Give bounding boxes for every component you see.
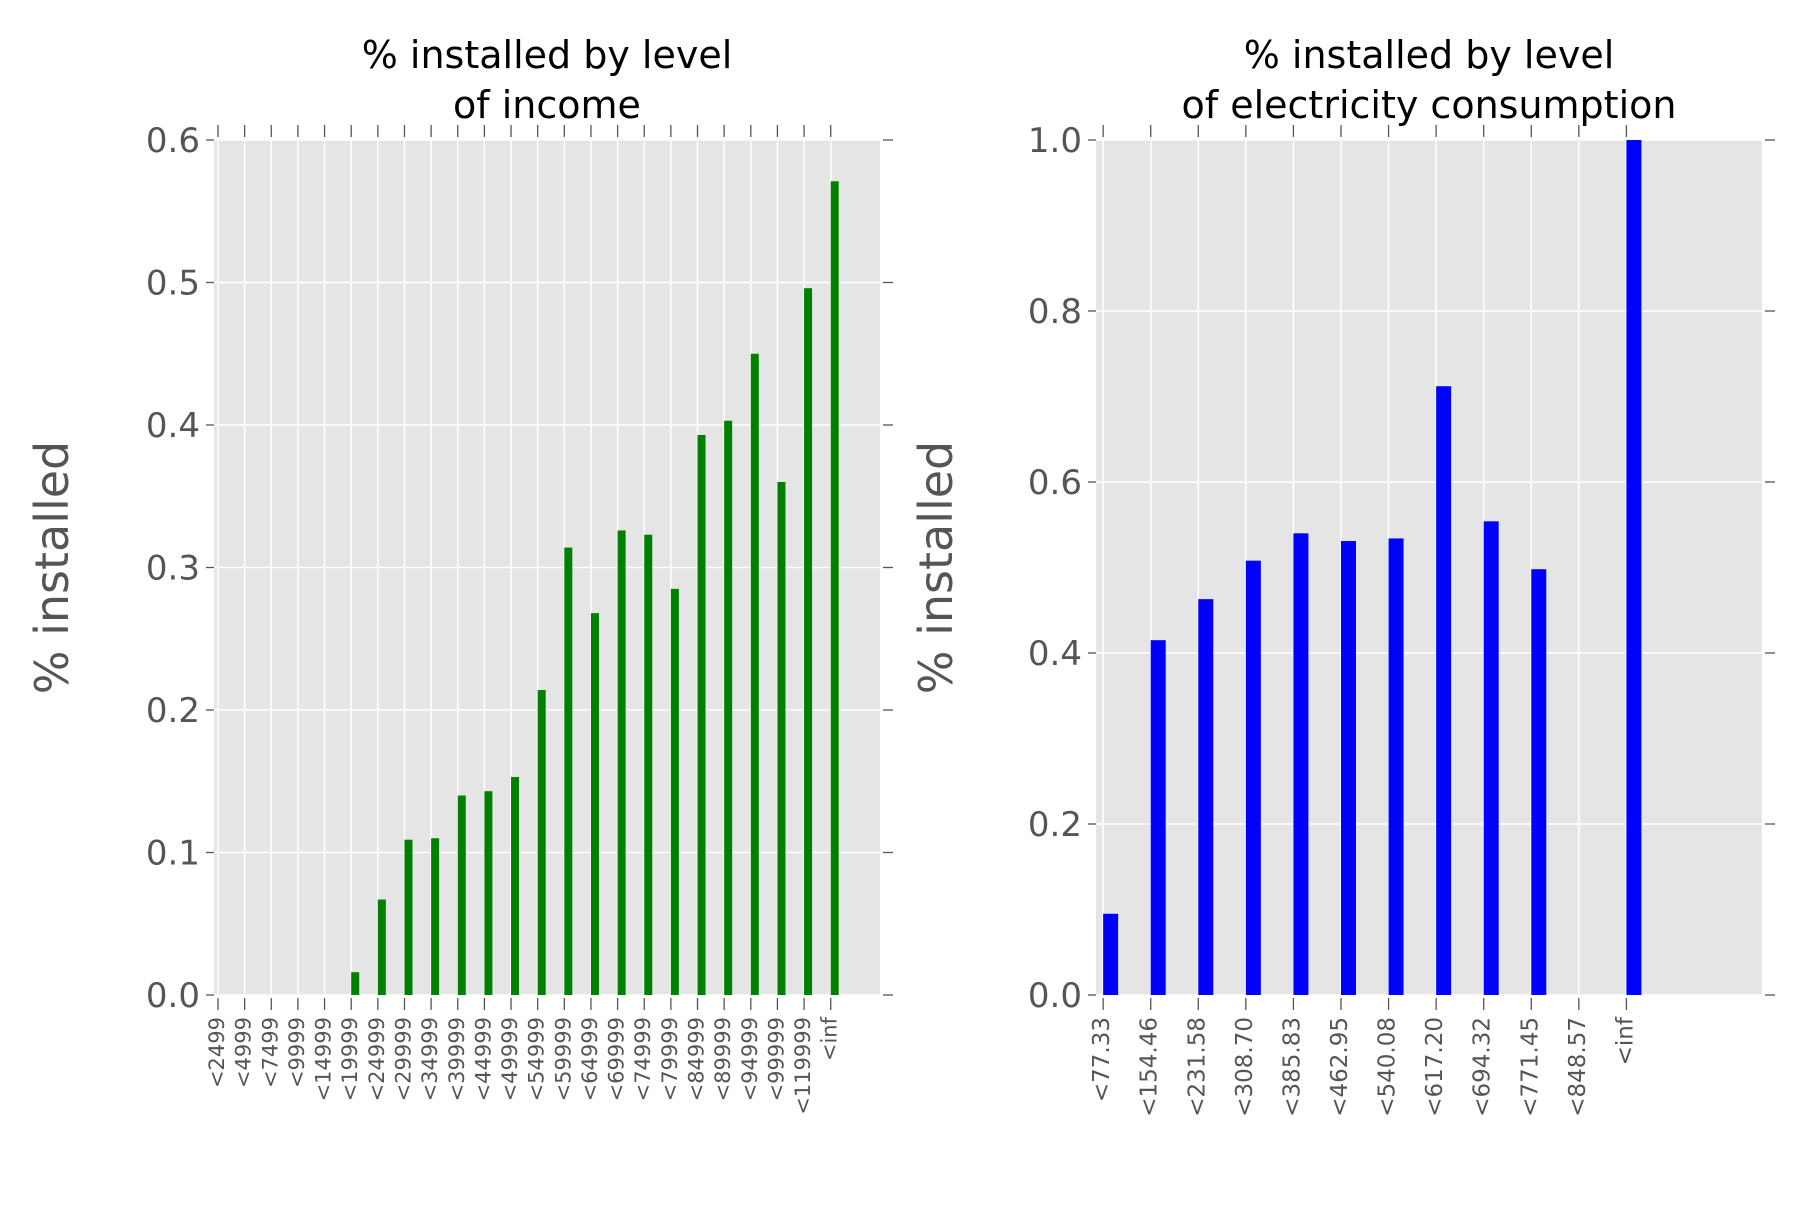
x-tick-label: <617.20 — [1422, 1017, 1448, 1117]
bar-<540.08 — [1388, 538, 1404, 995]
y-tick-label: 0.2 — [146, 691, 200, 731]
bar-<94999 — [750, 353, 759, 995]
x-tick-label: <4999 — [232, 1017, 256, 1088]
bar-<44999 — [484, 791, 493, 995]
y-tick-label: 0.4 — [146, 406, 200, 446]
y-tick-label: 0.6 — [146, 121, 200, 161]
x-tick-label: <54999 — [525, 1017, 549, 1101]
x-tick-label: <385.83 — [1279, 1017, 1305, 1117]
x-tick-label: <inf — [818, 1016, 842, 1061]
plot-background — [1096, 140, 1762, 995]
y-tick-label: 0.0 — [1028, 976, 1082, 1016]
bar-<154.46 — [1150, 640, 1166, 995]
bar-<231.58 — [1198, 599, 1214, 995]
x-tick-label: <99999 — [764, 1017, 788, 1101]
bar-<462.95 — [1340, 540, 1356, 995]
y-tick-label: 0.1 — [146, 834, 200, 874]
bar-<77.33 — [1103, 913, 1119, 995]
x-tick-label: <308.70 — [1232, 1017, 1258, 1117]
bar-<inf — [830, 181, 839, 995]
bar-<308.70 — [1245, 560, 1261, 995]
x-tick-label: <29999 — [391, 1017, 415, 1101]
bar-<39999 — [457, 795, 466, 995]
bar-<49999 — [511, 776, 520, 995]
x-tick-label: <49999 — [498, 1017, 522, 1101]
x-tick-label: <39999 — [445, 1017, 469, 1101]
x-tick-label: <771.45 — [1517, 1017, 1543, 1117]
chart-title: % installed by level — [1244, 33, 1615, 77]
x-tick-label: <7499 — [258, 1017, 282, 1088]
x-tick-label: <848.57 — [1565, 1017, 1591, 1117]
chart-title: % installed by level — [362, 33, 733, 77]
x-tick-label: <119999 — [791, 1017, 815, 1115]
bar-<771.45 — [1531, 569, 1547, 995]
bar-<385.83 — [1293, 533, 1309, 995]
x-tick-label: <94999 — [738, 1017, 762, 1101]
bar-<79999 — [670, 588, 679, 995]
bar-<84999 — [697, 434, 706, 996]
x-tick-label: <34999 — [418, 1017, 442, 1101]
bar-<69999 — [617, 530, 626, 995]
bar-<89999 — [724, 420, 733, 996]
y-tick-label: 0.6 — [1028, 463, 1082, 503]
x-tick-label: <694.32 — [1470, 1017, 1496, 1117]
x-tick-label: <14999 — [312, 1017, 336, 1101]
x-tick-label: <9999 — [285, 1017, 309, 1088]
x-tick-label: <64999 — [578, 1017, 602, 1101]
y-tick-label: 0.4 — [1028, 634, 1082, 674]
y-tick-label: 0.0 — [146, 976, 200, 1016]
x-tick-label: <inf — [1612, 1016, 1638, 1065]
x-tick-label: <540.08 — [1375, 1017, 1401, 1117]
bar-<19999 — [351, 972, 360, 995]
x-tick-label: <44999 — [471, 1017, 495, 1101]
bar-<119999 — [804, 288, 813, 995]
x-tick-label: <69999 — [605, 1017, 629, 1101]
bar-<59999 — [564, 547, 573, 995]
chart-panel-1: 0.00.10.20.30.40.50.6<2499 <4999 <7499 <999… — [25, 33, 893, 1115]
x-tick-label: <24999 — [365, 1017, 389, 1101]
x-tick-label: <154.46 — [1137, 1017, 1163, 1117]
bar-<29999 — [404, 839, 413, 995]
y-tick-label: 0.2 — [1028, 805, 1082, 845]
bar-<24999 — [377, 899, 386, 995]
bar-<74999 — [644, 534, 653, 995]
x-tick-label: <84999 — [685, 1017, 709, 1101]
y-axis-label: % installed — [909, 441, 963, 695]
x-tick-label: <79999 — [658, 1017, 682, 1101]
chart-title: of income — [453, 83, 641, 127]
x-tick-label: <462.95 — [1327, 1017, 1353, 1117]
x-tick-label: <89999 — [711, 1017, 735, 1101]
y-tick-label: 0.8 — [1028, 292, 1082, 332]
bar-<34999 — [431, 838, 440, 995]
x-tick-label: <74999 — [631, 1017, 655, 1101]
x-tick-label: <19999 — [338, 1017, 362, 1101]
x-tick-label: <2499 — [205, 1017, 229, 1088]
y-tick-label: 0.5 — [146, 264, 200, 304]
y-axis-label: % installed — [25, 441, 79, 695]
x-tick-label: <59999 — [551, 1017, 575, 1101]
chart-panel-2: 0.0 0.2 0.4 0.6 0.8 1.0 <77.33 <154.46 <231.58 <3… — [909, 33, 1775, 1117]
bar-<54999 — [537, 690, 546, 995]
bar-<694.32 — [1483, 521, 1499, 995]
chart-title: of electricity consumption — [1182, 83, 1677, 127]
y-tick-label: 0.3 — [146, 549, 200, 589]
bar-<64999 — [590, 613, 599, 995]
x-tick-label: <77.33 — [1089, 1017, 1115, 1102]
bar-<99999 — [777, 482, 786, 995]
bar-<617.20 — [1436, 386, 1452, 995]
bar-<inf — [1626, 140, 1642, 995]
x-tick-label: <231.58 — [1184, 1017, 1210, 1117]
y-tick-label: 1.0 — [1028, 121, 1082, 161]
